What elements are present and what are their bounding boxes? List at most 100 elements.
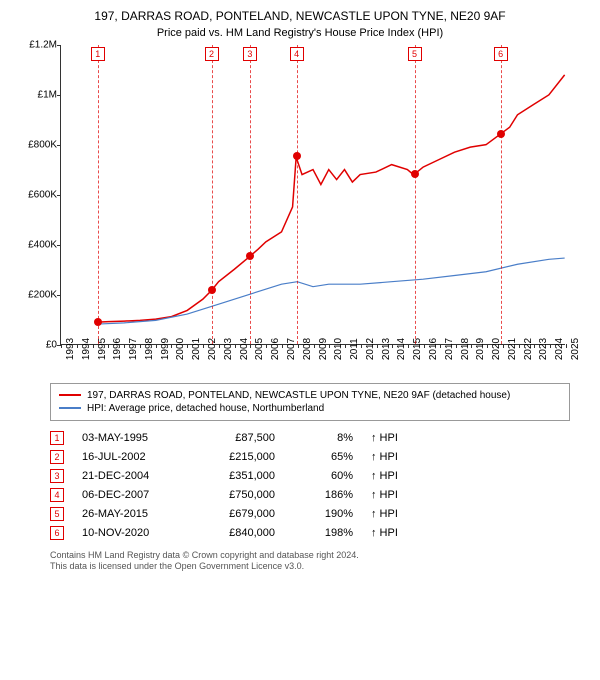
sale-dot: [497, 130, 505, 138]
sale-date: 10-NOV-2020: [82, 527, 177, 539]
sale-index-box: 6: [50, 526, 64, 540]
sale-suffix: ↑ HPI: [371, 489, 398, 501]
legend-swatch: [59, 407, 81, 409]
x-axis-label: 1997: [128, 338, 139, 360]
x-axis-label: 2019: [475, 338, 486, 360]
x-axis-label: 2011: [349, 338, 360, 360]
sale-date: 03-MAY-1995: [82, 432, 177, 444]
sale-pct: 8%: [293, 432, 353, 444]
sale-dot: [246, 252, 254, 260]
sale-date: 21-DEC-2004: [82, 470, 177, 482]
chart-subtitle: Price paid vs. HM Land Registry's House …: [10, 27, 590, 39]
chart-title: 197, DARRAS ROAD, PONTELAND, NEWCASTLE U…: [10, 8, 590, 25]
x-axis-label: 1994: [81, 338, 92, 360]
legend-label: HPI: Average price, detached house, Nort…: [87, 403, 324, 414]
plot-area: £0£200K£400K£600K£800K£1M£1.2M1993199419…: [60, 45, 565, 345]
sale-pct: 186%: [293, 489, 353, 501]
x-axis-label: 2016: [428, 338, 439, 360]
sale-guide: [98, 45, 99, 344]
legend-label: 197, DARRAS ROAD, PONTELAND, NEWCASTLE U…: [87, 390, 510, 401]
sale-row: 1 03-MAY-1995 £87,500 8% ↑ HPI: [50, 431, 570, 445]
sale-index-box: 1: [50, 431, 64, 445]
sale-row: 5 26-MAY-2015 £679,000 190% ↑ HPI: [50, 507, 570, 521]
footer-line1: Contains HM Land Registry data © Crown c…: [50, 550, 570, 562]
sale-pct: 190%: [293, 508, 353, 520]
x-axis-label: 2017: [444, 338, 455, 360]
sale-price: £351,000: [195, 470, 275, 482]
legend-swatch: [59, 394, 81, 396]
sale-row: 3 21-DEC-2004 £351,000 60% ↑ HPI: [50, 469, 570, 483]
sales-table: 1 03-MAY-1995 £87,500 8% ↑ HPI 2 16-JUL-2002 £2…: [50, 431, 570, 540]
x-axis-label: 2008: [302, 338, 313, 360]
sale-marker-box: 1: [91, 47, 105, 61]
sale-suffix: ↑ HPI: [371, 432, 398, 444]
legend: 197, DARRAS ROAD, PONTELAND, NEWCASTLE U…: [50, 383, 570, 421]
sale-pct: 65%: [293, 451, 353, 463]
x-axis-label: 2007: [286, 338, 297, 360]
sale-row: 4 06-DEC-2007 £750,000 186% ↑ HPI: [50, 488, 570, 502]
sale-guide: [297, 45, 298, 344]
series-hpi: [98, 258, 565, 324]
sale-price: £215,000: [195, 451, 275, 463]
sale-date: 26-MAY-2015: [82, 508, 177, 520]
sale-index-box: 5: [50, 507, 64, 521]
legend-item: 197, DARRAS ROAD, PONTELAND, NEWCASTLE U…: [59, 390, 561, 401]
sale-marker-box: 4: [290, 47, 304, 61]
sale-guide: [415, 45, 416, 344]
x-axis-label: 2004: [239, 338, 250, 360]
sale-marker-box: 2: [205, 47, 219, 61]
x-axis-label: 2000: [175, 338, 186, 360]
sale-suffix: ↑ HPI: [371, 470, 398, 482]
x-axis-label: 2005: [254, 338, 265, 360]
x-axis-label: 2025: [570, 338, 581, 360]
sale-date: 06-DEC-2007: [82, 489, 177, 501]
x-axis-label: 2014: [396, 338, 407, 360]
x-axis-label: 1999: [160, 338, 171, 360]
sale-guide: [212, 45, 213, 344]
x-axis-label: 1996: [112, 338, 123, 360]
sale-pct: 60%: [293, 470, 353, 482]
x-axis-label: 2013: [381, 338, 392, 360]
x-axis-label: 2024: [554, 338, 565, 360]
chart: £0£200K£400K£600K£800K£1M£1.2M1993199419…: [20, 45, 580, 375]
sale-dot: [94, 318, 102, 326]
sale-index-box: 3: [50, 469, 64, 483]
sale-price: £840,000: [195, 527, 275, 539]
x-axis-label: 2003: [223, 338, 234, 360]
sale-dot: [293, 152, 301, 160]
sale-price: £679,000: [195, 508, 275, 520]
x-axis-label: 2022: [523, 338, 534, 360]
x-axis-label: 2021: [507, 338, 518, 360]
sale-price: £750,000: [195, 489, 275, 501]
x-axis-label: 2001: [191, 338, 202, 360]
sale-suffix: ↑ HPI: [371, 451, 398, 463]
x-axis-label: 2023: [538, 338, 549, 360]
x-axis-label: 2010: [333, 338, 344, 360]
x-axis-label: 1998: [144, 338, 155, 360]
sale-date: 16-JUL-2002: [82, 451, 177, 463]
sale-dot: [208, 286, 216, 294]
sale-index-box: 2: [50, 450, 64, 464]
footer: Contains HM Land Registry data © Crown c…: [50, 550, 570, 573]
footer-line2: This data is licensed under the Open Gov…: [50, 561, 570, 573]
x-axis-label: 2012: [365, 338, 376, 360]
sale-guide: [250, 45, 251, 344]
x-axis-label: 2006: [270, 338, 281, 360]
x-axis-label: 2009: [318, 338, 329, 360]
sale-dot: [411, 170, 419, 178]
sale-pct: 198%: [293, 527, 353, 539]
sale-row: 6 10-NOV-2020 £840,000 198% ↑ HPI: [50, 526, 570, 540]
sale-suffix: ↑ HPI: [371, 527, 398, 539]
sale-price: £87,500: [195, 432, 275, 444]
sale-marker-box: 3: [243, 47, 257, 61]
sale-index-box: 4: [50, 488, 64, 502]
sale-guide: [501, 45, 502, 344]
x-axis-label: 2018: [460, 338, 471, 360]
sale-suffix: ↑ HPI: [371, 508, 398, 520]
chart-lines: [61, 45, 565, 344]
sale-marker-box: 5: [408, 47, 422, 61]
sale-marker-box: 6: [494, 47, 508, 61]
x-axis-label: 1993: [65, 338, 76, 360]
series-property: [98, 75, 565, 322]
legend-item: HPI: Average price, detached house, Nort…: [59, 403, 561, 414]
